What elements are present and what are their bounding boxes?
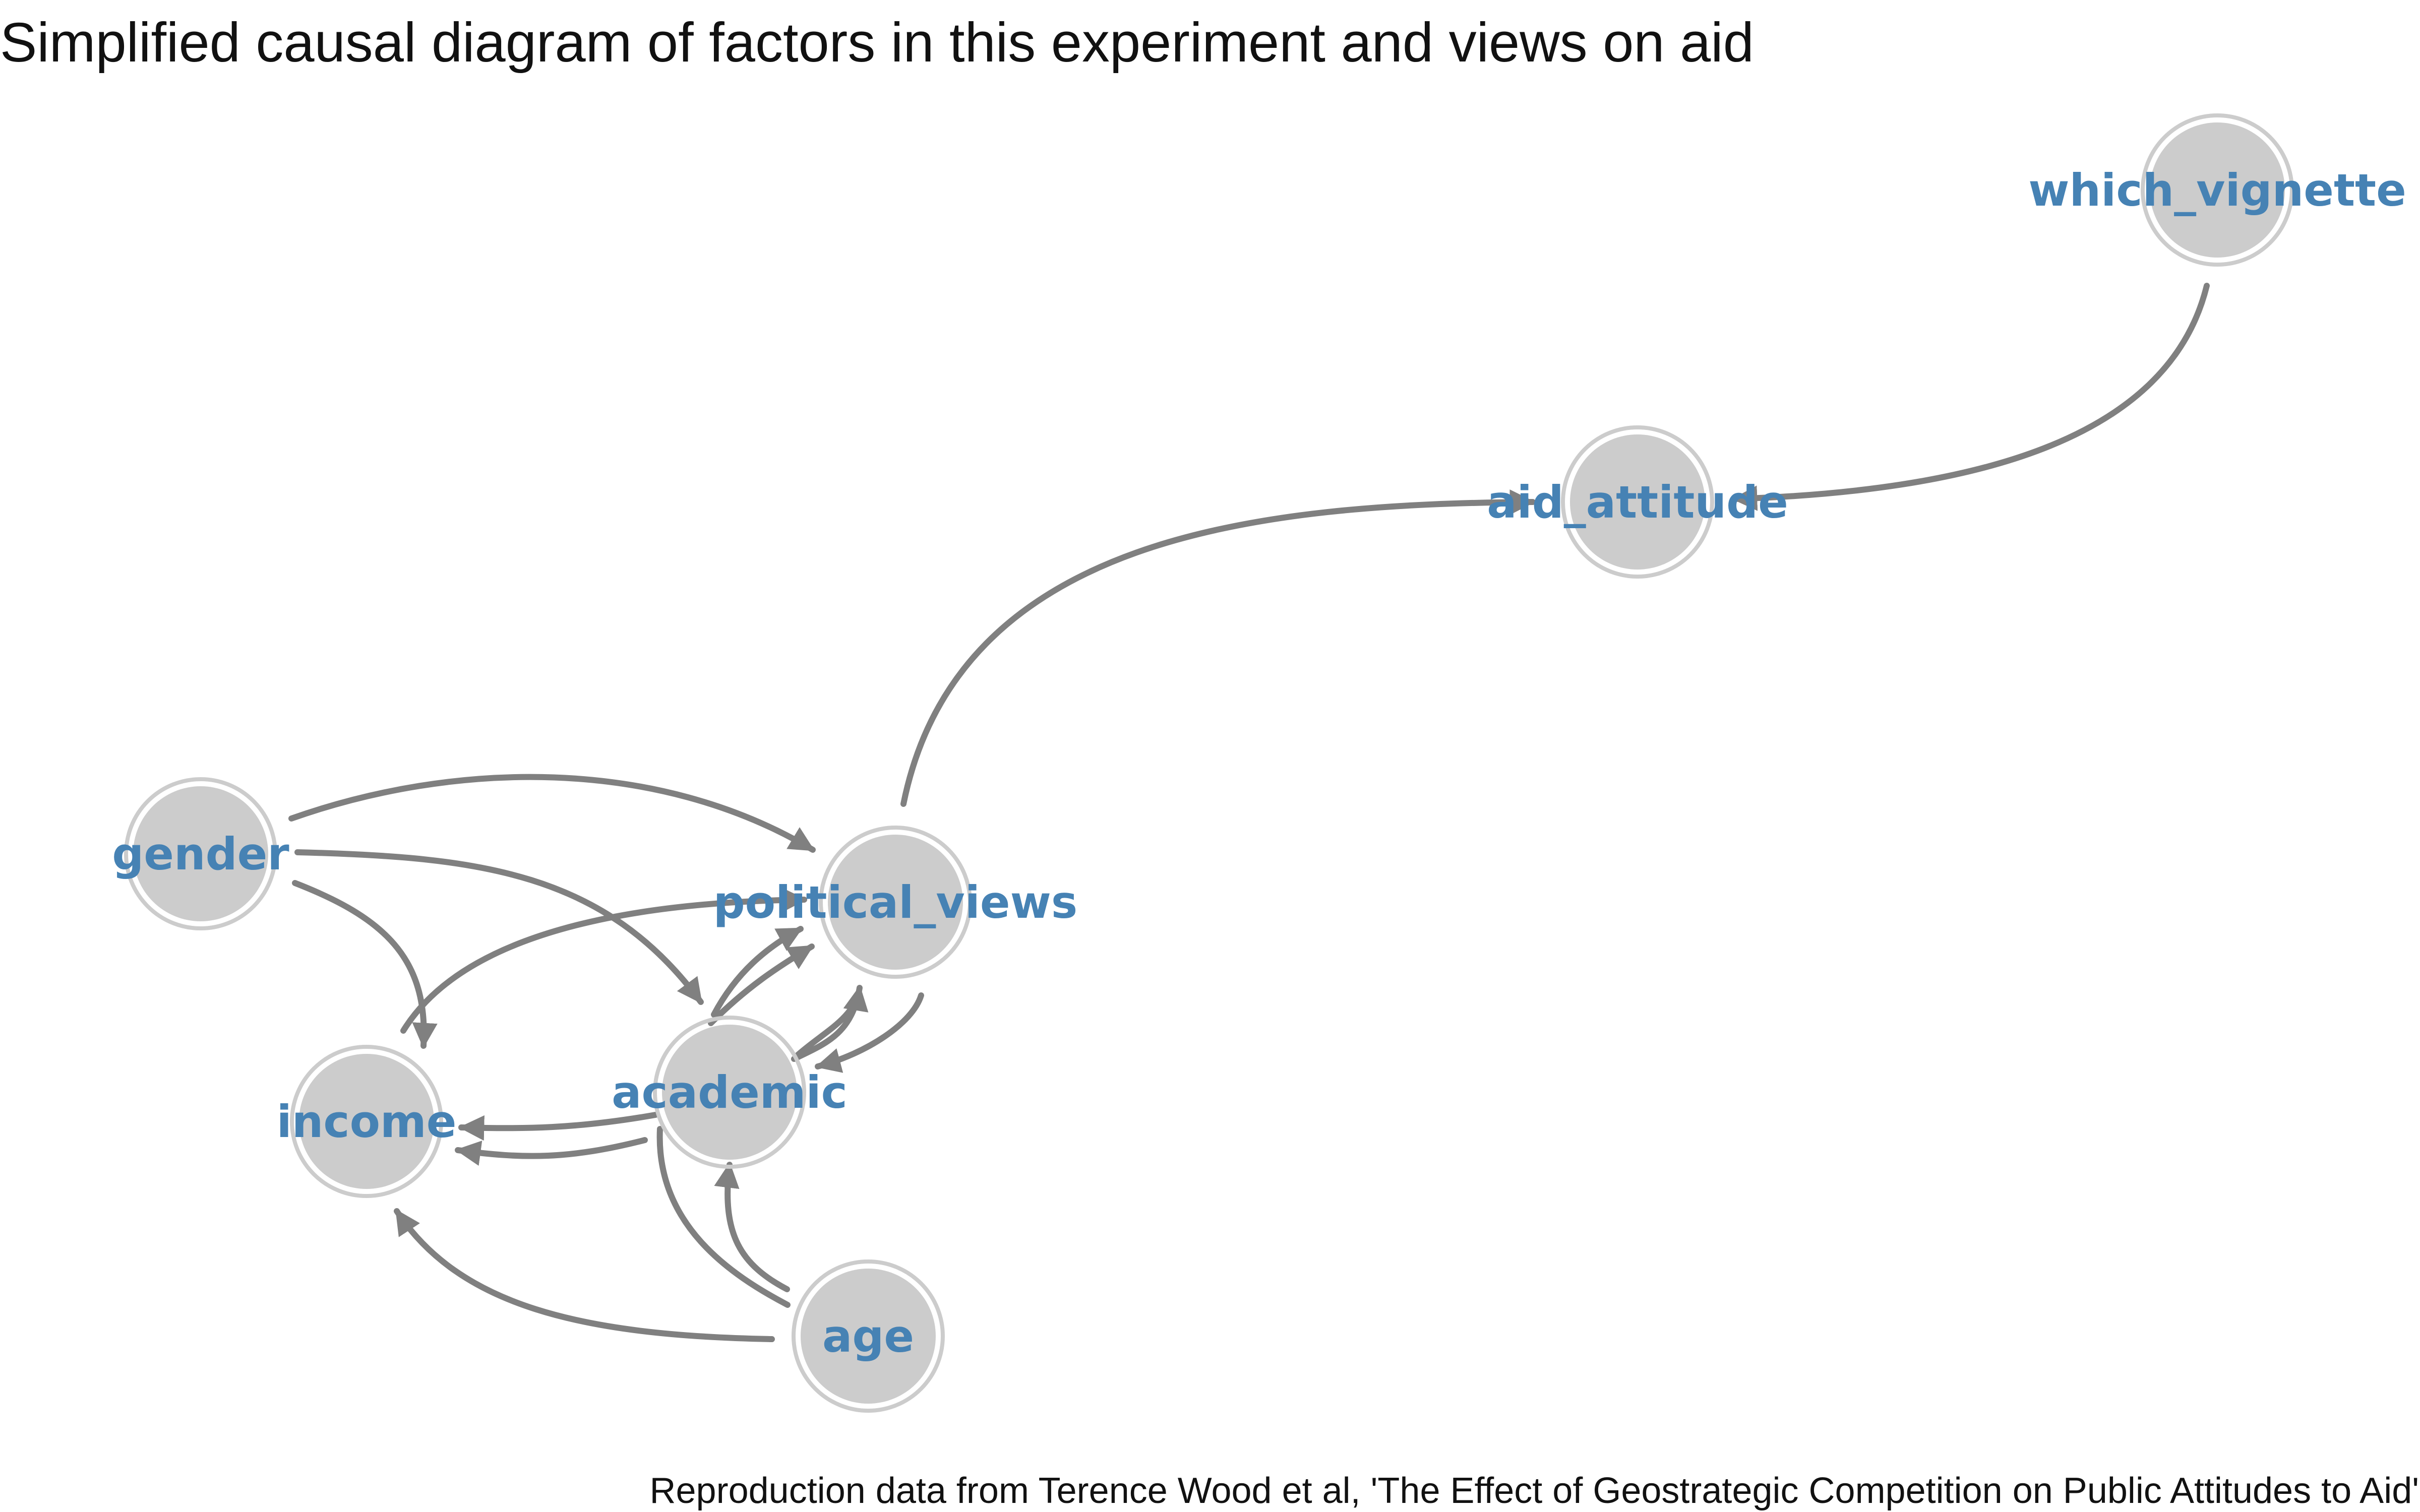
edge-arrow [711, 926, 804, 1018]
node-label: income [277, 1096, 457, 1148]
node-label: aid_attitude [1487, 476, 1788, 528]
edge-arrow [900, 489, 1536, 807]
node-label: academic [612, 1066, 848, 1118]
node-aid-attitude: aid_attitude [1487, 425, 1788, 579]
node-academic: academic [612, 1016, 848, 1169]
node-ring [792, 1259, 945, 1413]
node-label: gender [112, 828, 289, 880]
edge-arrow [458, 1112, 658, 1141]
edge-arrow [714, 1162, 790, 1292]
node-label: age [822, 1310, 914, 1362]
node-circle [299, 1054, 434, 1189]
node-ring [290, 1045, 443, 1198]
node-gender: gender [112, 777, 289, 930]
source-caption: Reproduction data from Terence Wood et a… [650, 1471, 2419, 1511]
edge-arrow [292, 880, 438, 1049]
node-circle [1570, 434, 1705, 570]
edge-arrow [394, 1208, 775, 1342]
node-ring [2141, 113, 2294, 267]
node-political-views: political_views [713, 826, 1078, 979]
node-circle [662, 1025, 797, 1160]
edge-arrow [656, 1126, 791, 1308]
edge-arrow [708, 943, 815, 1026]
diagram-title: Simplified causal diagram of factors in … [0, 12, 1754, 74]
node-ring [124, 777, 277, 930]
node-ring [653, 1016, 806, 1169]
edge-arrow [1731, 283, 2210, 511]
edge-arrow [400, 887, 807, 1034]
edge-arrow [793, 992, 862, 1060]
node-which-vignette: which_vignette [2028, 113, 2406, 267]
node-income: income [277, 1045, 457, 1198]
edges [288, 283, 2210, 1342]
node-circle [828, 835, 963, 970]
node-ring [819, 826, 972, 979]
node-ring [1561, 425, 1714, 579]
node-age: age [792, 1259, 945, 1413]
node-circle [801, 1269, 936, 1404]
node-circle [2150, 122, 2285, 258]
edge-arrow [294, 849, 704, 1005]
edge-arrow [455, 1137, 648, 1166]
node-label: which_vignette [2028, 164, 2406, 216]
node-label: political_views [713, 876, 1078, 928]
edge-arrow [288, 774, 816, 853]
node-circle [133, 786, 268, 921]
edge-arrow [815, 992, 924, 1073]
